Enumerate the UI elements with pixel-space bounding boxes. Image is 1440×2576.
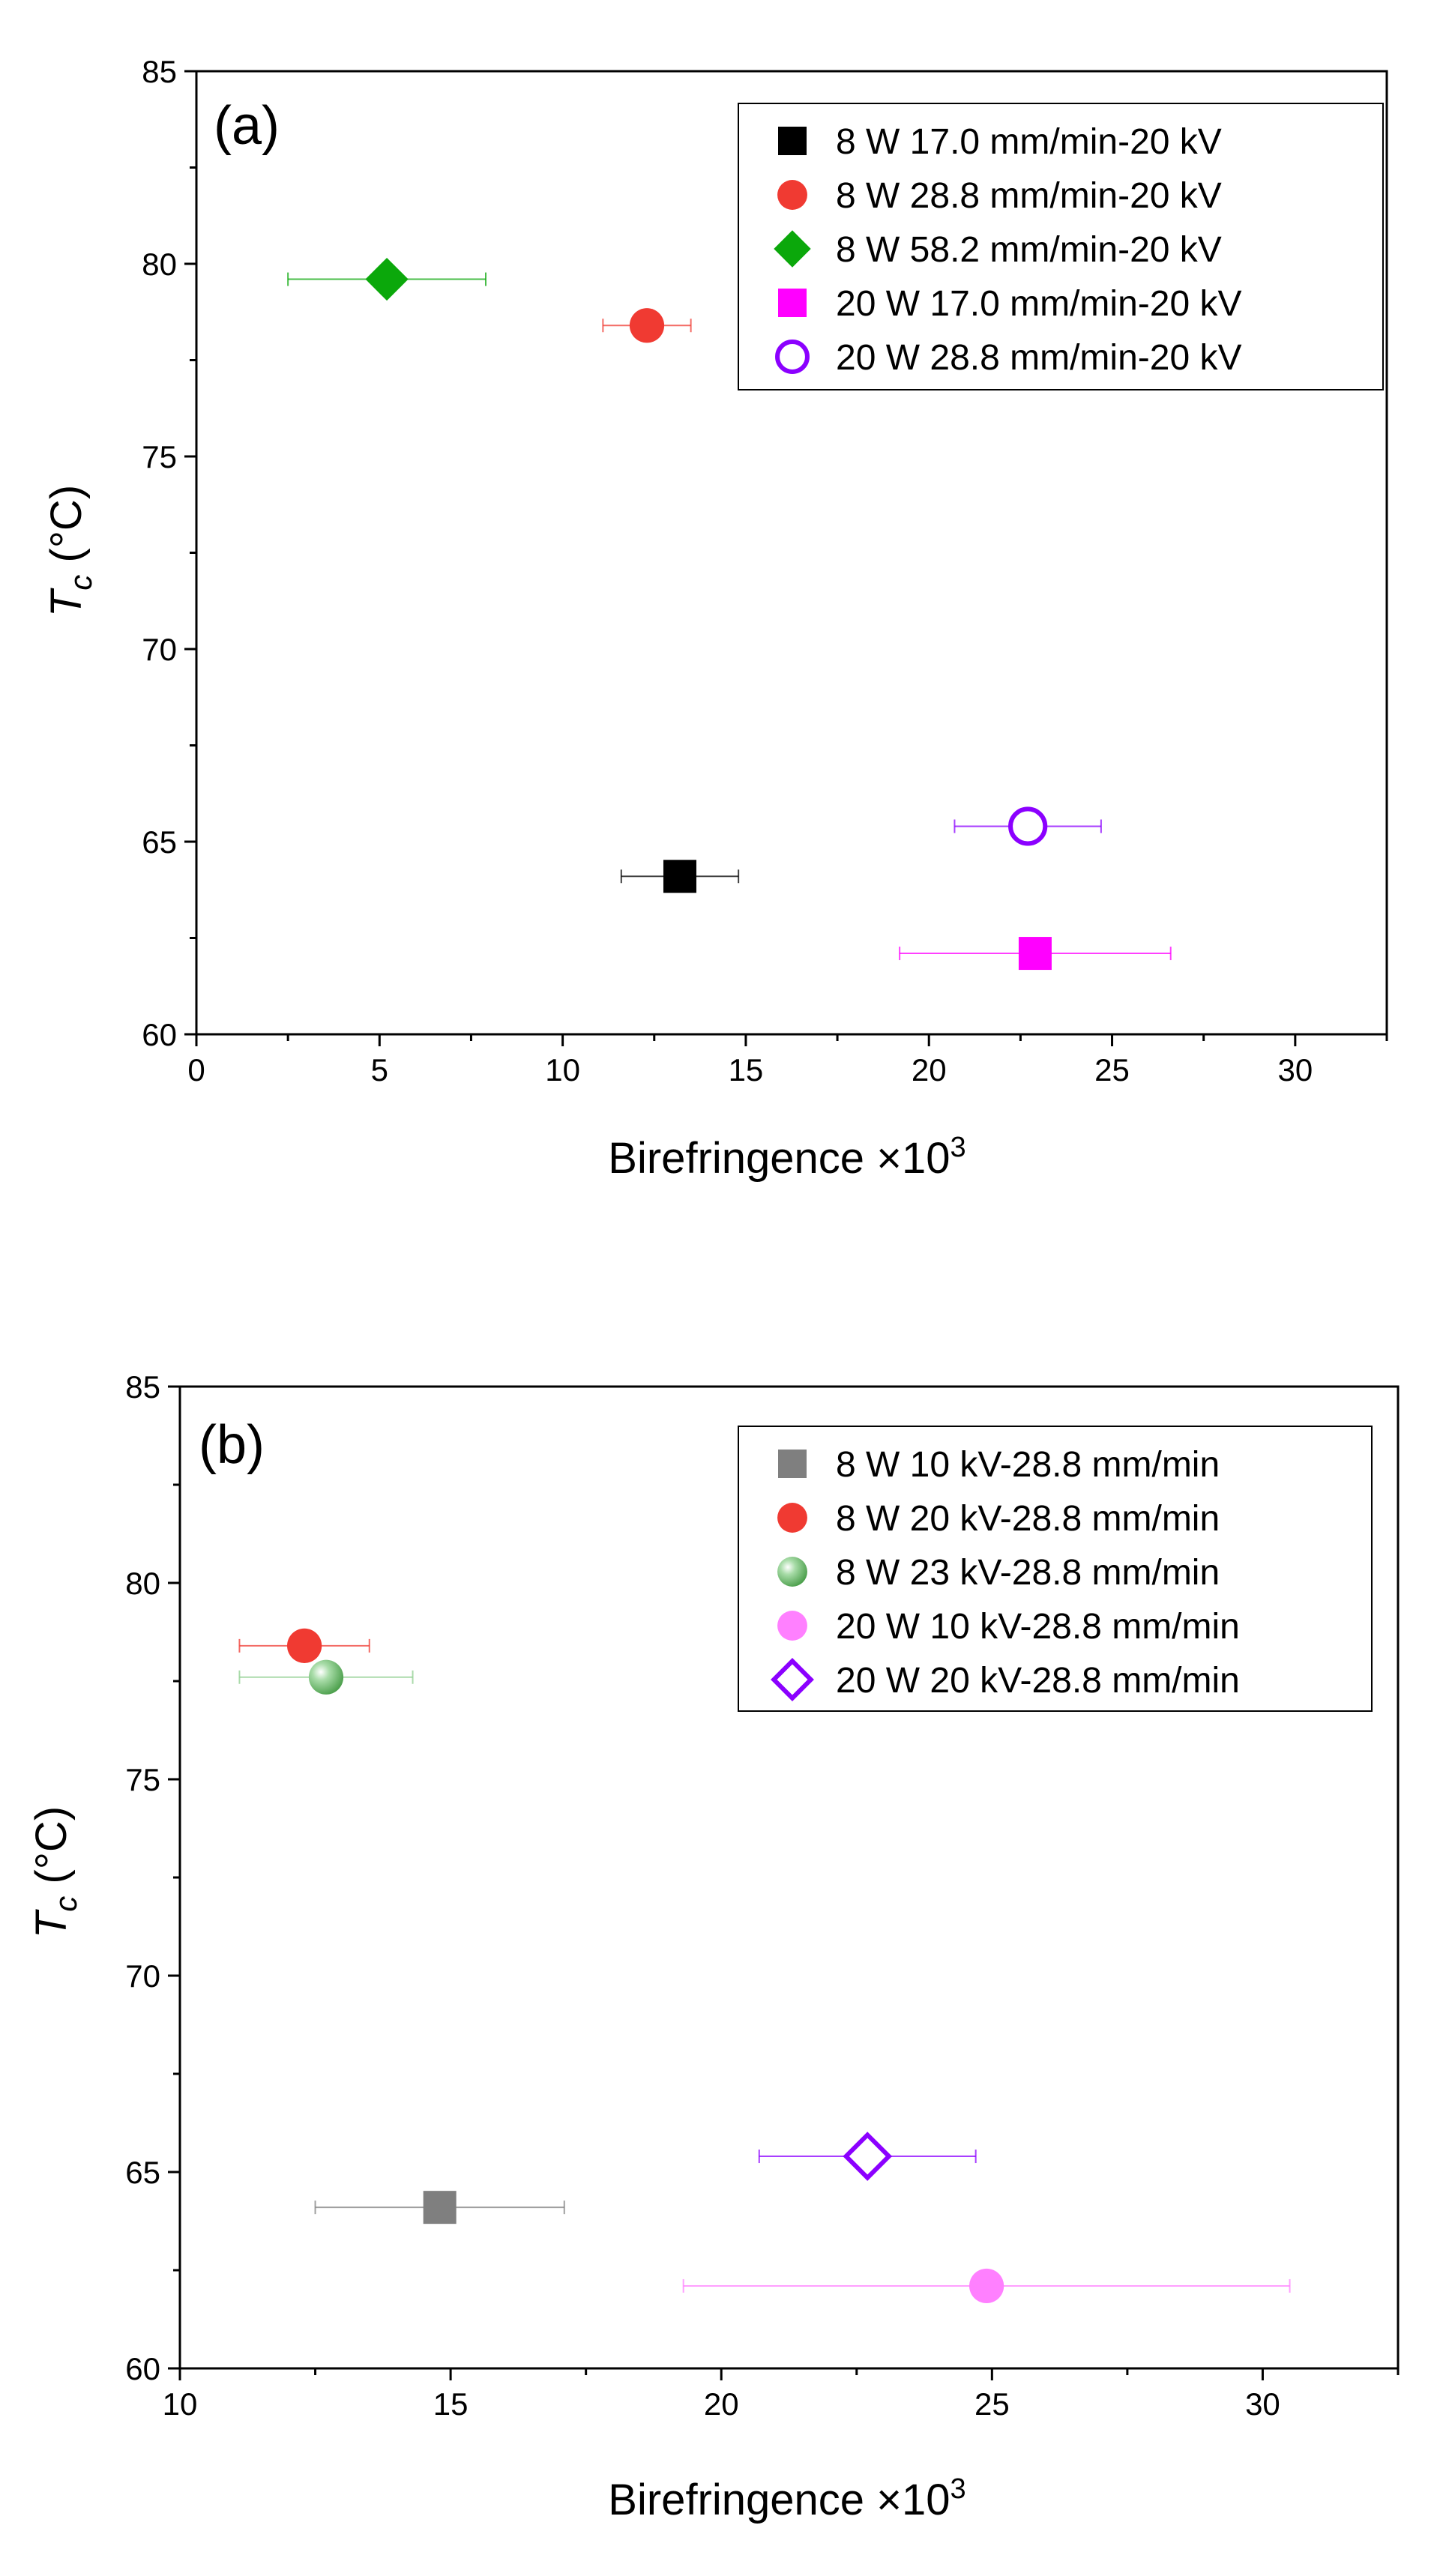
- legend-marker: [771, 1658, 814, 1701]
- legend-marker: [774, 230, 811, 268]
- legend-box-a: [738, 103, 1384, 390]
- x-tick-label: 20: [704, 2386, 739, 2422]
- y-tick-label: 60: [125, 2351, 160, 2386]
- legend-marker: [777, 180, 807, 210]
- y-tick-label: 75: [142, 439, 177, 474]
- panel-label-a: (a): [214, 96, 280, 156]
- data-point: [663, 860, 696, 893]
- legend-marker: [775, 340, 810, 374]
- data-point: [629, 308, 665, 343]
- x-tick-label: 5: [371, 1052, 388, 1088]
- legend-marker: [778, 289, 807, 317]
- legend-marker: [777, 1557, 807, 1587]
- y-tick-label: 85: [142, 54, 177, 89]
- x-tick-label: 10: [545, 1052, 580, 1088]
- legend-label: 8 W 10 kV-28.8 mm/min: [836, 1445, 1220, 1485]
- data-point: [423, 2191, 457, 2224]
- x-tick-label: 25: [1094, 1052, 1130, 1088]
- legend-marker: [777, 1503, 807, 1533]
- x-axis-title-b: Birefringence ×103: [608, 2473, 965, 2524]
- legend-label: 8 W 58.2 mm/min-20 kV: [836, 230, 1222, 270]
- x-tick-label: 10: [163, 2386, 198, 2422]
- x-tick-label: 30: [1277, 1052, 1313, 1088]
- plot-area-a: 0 5 10 15 20 25 30 60 65 70 75 80 85 8 W 17.0 mm/min-…: [142, 54, 1388, 1088]
- x-tick-label: 15: [433, 2386, 469, 2422]
- y-tick-label: 80: [125, 1566, 160, 1601]
- data-point: [287, 1628, 322, 1663]
- data-point: [365, 257, 409, 301]
- data-point: [308, 1659, 344, 1695]
- y-tick-label: 60: [142, 1017, 177, 1052]
- x-tick-label: 30: [1245, 2386, 1280, 2422]
- y-tick-label: 70: [142, 632, 177, 667]
- y-tick-label: 85: [125, 1369, 160, 1405]
- x-tick-label: 15: [729, 1052, 764, 1088]
- x-tick-label: 20: [912, 1052, 947, 1088]
- chart-panel-b: 10 15 20 25 30 60 65 70 75 80 85 8 W 10 kV-28.8 mm/…: [27, 1369, 1400, 2524]
- x-tick-label: 25: [974, 2386, 1010, 2422]
- y-tick-label: 65: [125, 2155, 160, 2190]
- legend-label: 20 W 17.0 mm/min-20 kV: [836, 284, 1242, 324]
- legend-marker: [778, 1450, 807, 1478]
- legend-box-b: [738, 1426, 1373, 1712]
- legend-label: 8 W 17.0 mm/min-20 kV: [836, 122, 1222, 162]
- y-tick-label: 65: [142, 824, 177, 860]
- x-axis-title-a: Birefringence ×103: [608, 1132, 965, 1183]
- x-tick-label: 0: [187, 1052, 205, 1088]
- legend-label: 20 W 10 kV-28.8 mm/min: [836, 1607, 1240, 1647]
- legend-marker: [778, 127, 807, 155]
- y-tick-label: 75: [125, 1762, 160, 1797]
- chart-panel-a: 0 5 10 15 20 25 30 60 65 70 75 80 85 8 W 17.0 mm/min-…: [42, 54, 1388, 1183]
- y-tick-label: 80: [142, 247, 177, 282]
- y-tick-label: 70: [125, 1958, 160, 1994]
- legend-label: 8 W 20 kV-28.8 mm/min: [836, 1499, 1220, 1539]
- panel-label-b: (b): [199, 1415, 265, 1475]
- data-point: [969, 2268, 1004, 2304]
- y-axis-title-a: Tc (°C): [42, 485, 98, 617]
- data-point: [843, 2132, 893, 2181]
- legend-label: 8 W 28.8 mm/min-20 kV: [836, 176, 1222, 216]
- data-point: [1018, 937, 1052, 971]
- data-point: [1008, 806, 1048, 846]
- y-axis-title-b: Tc (°C): [27, 1806, 83, 1938]
- legend-label: 8 W 23 kV-28.8 mm/min: [836, 1553, 1220, 1593]
- legend-label: 20 W 28.8 mm/min-20 kV: [836, 338, 1242, 378]
- legend-label: 20 W 20 kV-28.8 mm/min: [836, 1661, 1240, 1701]
- legend-marker: [777, 1611, 807, 1641]
- plot-area-b: 10 15 20 25 30 60 65 70 75 80 85 8 W 10 kV-28.8 mm/…: [125, 1369, 1400, 2422]
